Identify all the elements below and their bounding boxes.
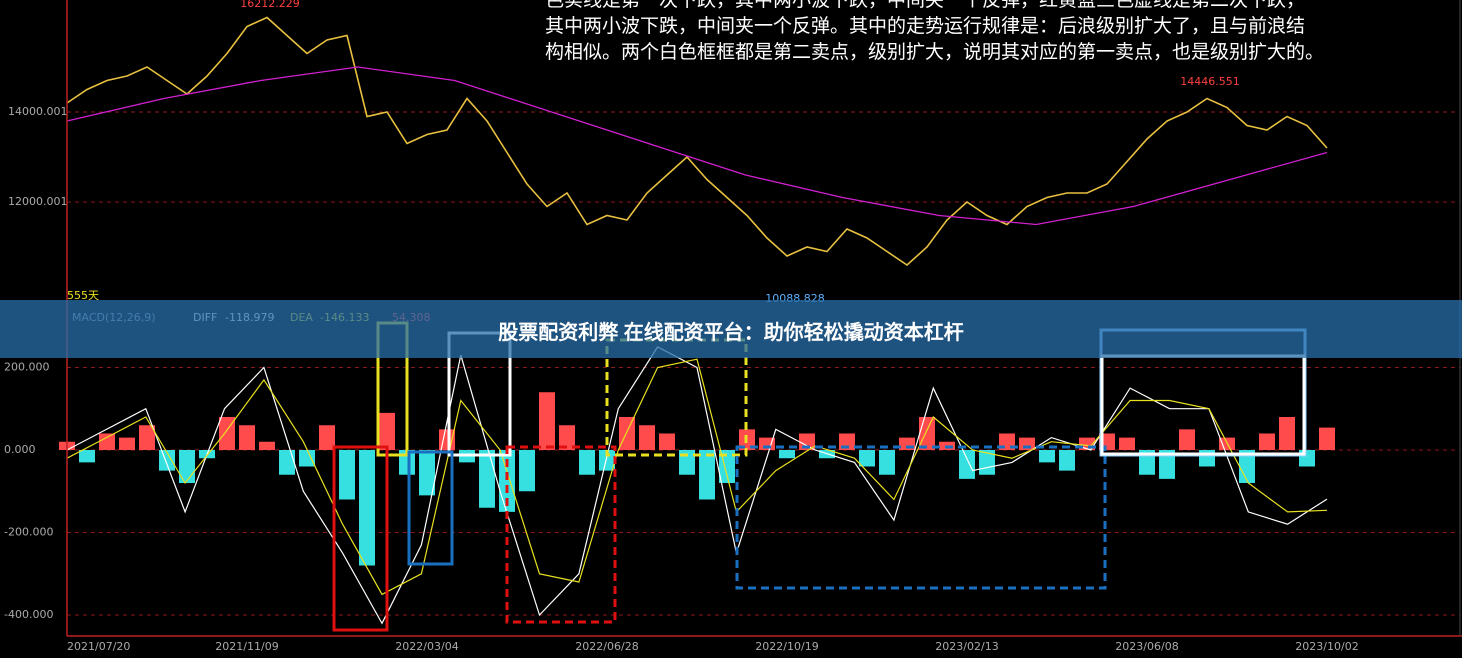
macd-bar bbox=[99, 433, 115, 450]
macd-bar bbox=[959, 449, 975, 479]
box bbox=[735, 445, 1107, 590]
macd-bar bbox=[119, 437, 135, 450]
macd-bar bbox=[479, 449, 495, 508]
macd-bar bbox=[559, 425, 575, 450]
macd-line bbox=[66, 346, 1328, 625]
box bbox=[332, 445, 389, 632]
macd-bar bbox=[1279, 416, 1295, 450]
macd-bar bbox=[779, 449, 795, 459]
macd-bar bbox=[1119, 437, 1135, 450]
macd-bar bbox=[299, 449, 315, 467]
x-tick-label: 2021/11/09 bbox=[215, 640, 278, 653]
macd-bar bbox=[259, 441, 275, 450]
macd-bar bbox=[139, 425, 155, 450]
y-tick-label: 12000.001 bbox=[8, 195, 68, 208]
macd-bar bbox=[319, 425, 335, 450]
macd-bar bbox=[1059, 449, 1075, 471]
macd-bar bbox=[1319, 427, 1335, 450]
macd-bar bbox=[359, 449, 375, 566]
macd-bar bbox=[239, 425, 255, 450]
x-tick-label: 2023/02/13 bbox=[935, 640, 998, 653]
period-label: 555天 bbox=[67, 289, 99, 302]
y-tick-label: -400.000 bbox=[4, 608, 53, 621]
macd-bar bbox=[279, 449, 295, 475]
macd-bar bbox=[599, 449, 615, 471]
banner: 股票配资利弊 在线配资平台：助你轻松撬动资本杠杆 bbox=[0, 300, 1462, 358]
x-tick-label: 2023/10/02 bbox=[1295, 640, 1358, 653]
y-tick-label: 200.000 bbox=[4, 360, 50, 373]
macd-bar bbox=[1199, 449, 1215, 467]
price-line bbox=[66, 66, 1328, 226]
macd-bar bbox=[1159, 449, 1175, 479]
x-tick-label: 2023/06/08 bbox=[1115, 640, 1178, 653]
macd-bar bbox=[919, 416, 935, 450]
macd-bar bbox=[859, 449, 875, 467]
extreme-label: 14446.551 bbox=[1180, 75, 1240, 88]
macd-bar bbox=[1179, 429, 1195, 450]
x-tick-label: 2022/10/19 bbox=[755, 640, 818, 653]
macd-bar bbox=[79, 449, 95, 463]
macd-bar bbox=[1299, 449, 1315, 467]
y-tick-label: 0.000 bbox=[4, 443, 36, 456]
macd-bar bbox=[879, 449, 895, 475]
macd-bar bbox=[619, 416, 635, 450]
x-tick-label: 2021/07/20 bbox=[67, 640, 130, 653]
macd-bar bbox=[339, 449, 355, 500]
price-line bbox=[66, 16, 1328, 267]
macd-bar bbox=[499, 449, 515, 512]
x-tick-label: 2022/06/28 bbox=[575, 640, 638, 653]
macd-bar bbox=[1039, 449, 1055, 463]
box bbox=[505, 445, 617, 624]
macd-bar bbox=[639, 425, 655, 450]
macd-bar bbox=[179, 449, 195, 483]
macd-line bbox=[66, 358, 1328, 596]
macd-bar bbox=[1239, 449, 1255, 483]
x-tick-label: 2022/03/04 bbox=[395, 640, 458, 653]
note-line: 其中两小波下跌，中间夹一个反弹。其中的走势运行规律是：后浪级别扩大了，且与前浪结 bbox=[545, 16, 1306, 37]
banner-title: 股票配资利弊 在线配资平台：助你轻松撬动资本杠杆 bbox=[498, 322, 964, 344]
y-tick-label: -200.000 bbox=[4, 525, 53, 538]
macd-bar bbox=[659, 433, 675, 450]
macd-bar bbox=[699, 449, 715, 500]
note-line: 构相似。两个白色框框都是第二卖点，级别扩大，说明其对应的第一卖点，也是级别扩大的… bbox=[545, 42, 1325, 63]
box bbox=[407, 450, 454, 566]
macd-bar bbox=[379, 412, 395, 450]
macd-bar bbox=[1259, 433, 1275, 450]
macd-bar bbox=[419, 449, 435, 496]
macd-bar bbox=[519, 449, 535, 492]
extreme-label: 16212.229 bbox=[240, 0, 300, 10]
note: 色实线是第一次下跌，其中两小波下跌，中间夹一个反弹，红黄蓝三色虚线是第二次下跌，… bbox=[545, 0, 1324, 66]
y-tick-label: 14000.001 bbox=[8, 105, 68, 118]
macd-bar bbox=[539, 392, 555, 450]
macd-bar bbox=[579, 449, 595, 475]
note-line: 色实线是第一次下跌，其中两小波下跌，中间夹一个反弹，红黄蓝三色虚线是第二次下跌， bbox=[545, 0, 1306, 11]
